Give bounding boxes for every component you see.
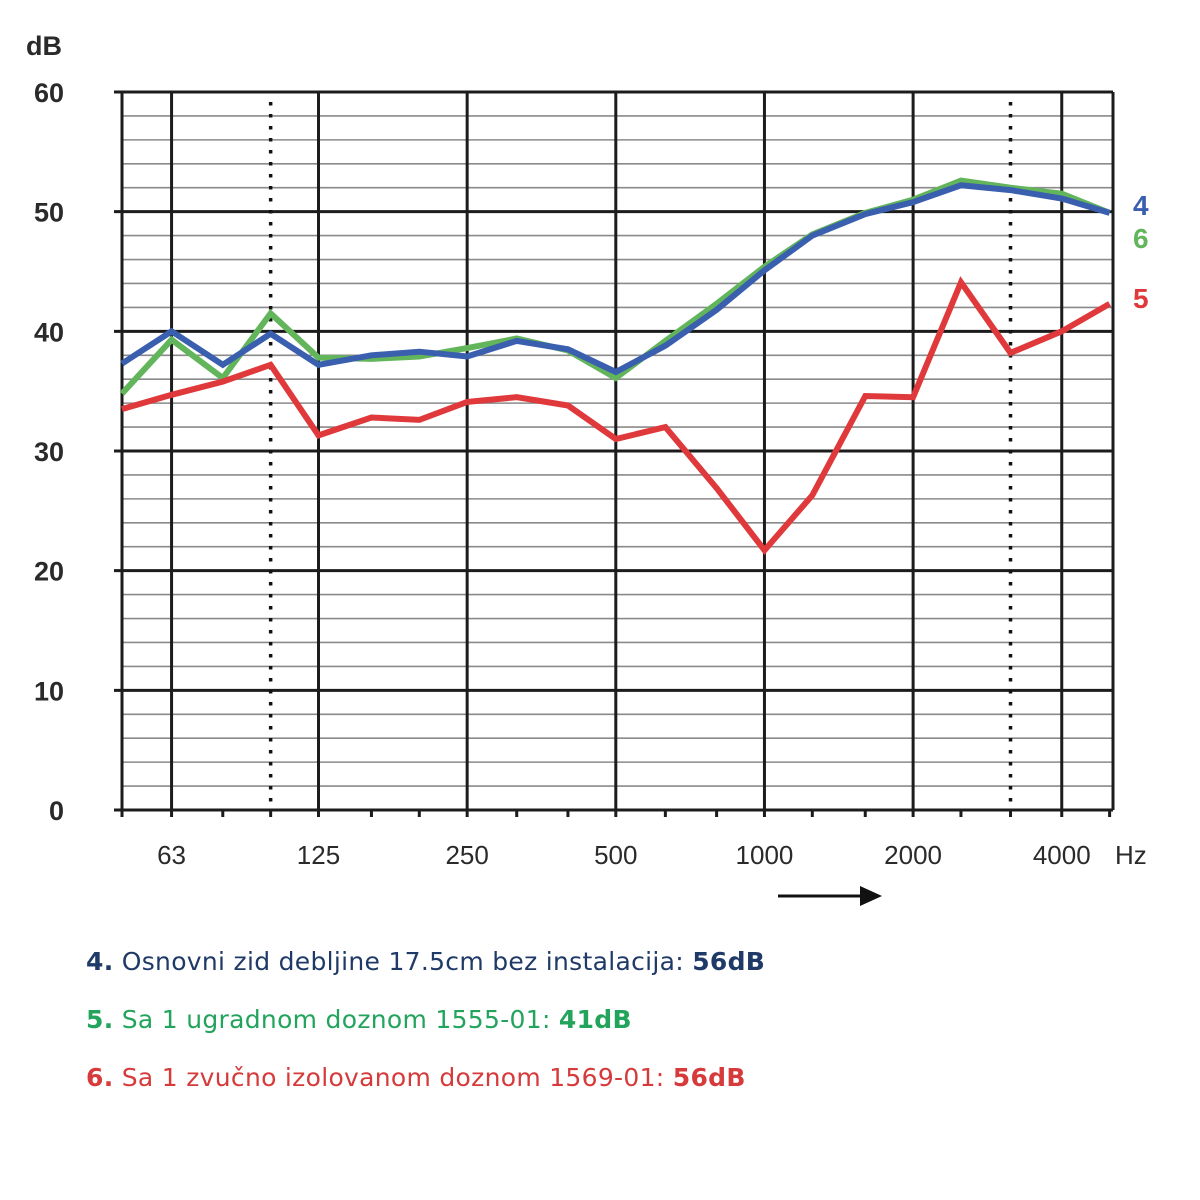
y-tick-label: 10	[34, 676, 64, 706]
x-tick-label: 500	[594, 840, 637, 870]
legend-text: Osnovni zid debljine 17.5cm bez instalac…	[121, 947, 693, 976]
y-tick-label: 40	[34, 317, 64, 347]
vertical-gridlines	[120, 92, 1115, 810]
x-tick-label: 1000	[736, 840, 794, 870]
legend-number: 4.	[86, 947, 114, 976]
legend-text: Sa 1 ugradnom doznom 1555-01:	[121, 1005, 559, 1034]
legend: 4. Osnovni zid debljine 17.5cm bez insta…	[86, 940, 765, 1114]
series-tag-4: 4	[1133, 190, 1149, 221]
series-tag-5: 5	[1133, 283, 1149, 314]
legend-text: Sa 1 zvučno izolovanom doznom 1569-01:	[121, 1063, 673, 1092]
x-tick-labels: 63 125 250 500 1000 2000 4000	[157, 840, 1091, 870]
x-axis-unit-label: Hz	[1115, 840, 1147, 870]
y-tick-label: 50	[34, 198, 64, 228]
x-tick-label: 2000	[884, 840, 942, 870]
y-tick-labels: 0 10 20 30 40 50 60	[34, 78, 64, 826]
axis-ticks	[120, 810, 1112, 817]
y-axis-unit-label: dB	[26, 31, 62, 61]
series-end-tags: 46 5	[1133, 190, 1149, 314]
legend-number: 5.	[86, 1005, 114, 1034]
legend-value: 41dB	[558, 1005, 632, 1034]
x-tick-label: 4000	[1033, 840, 1091, 870]
y-tick-label: 20	[34, 557, 64, 587]
x-tick-label: 250	[445, 840, 488, 870]
x-tick-label: 63	[157, 840, 186, 870]
series-tag-6: 6	[1133, 223, 1149, 254]
sound-insulation-chart: dB 0 10 20 30 40 50 60 63 125 250 500 1000 2000 4000…	[26, 31, 1149, 906]
y-tick-label: 30	[34, 437, 64, 467]
series-lines	[119, 177, 1112, 556]
y-tick-label: 0	[49, 796, 64, 826]
major-gridlines	[114, 90, 1113, 812]
frequency-arrow-icon	[778, 886, 882, 906]
legend-number: 6.	[86, 1063, 114, 1092]
legend-item-4: 4. Osnovni zid debljine 17.5cm bez insta…	[86, 940, 765, 998]
minor-gridlines	[122, 115, 1113, 787]
legend-value: 56dB	[692, 947, 766, 976]
legend-item-5: 5. Sa 1 ugradnom doznom 1555-01: 41dB	[86, 998, 765, 1056]
y-tick-label: 60	[34, 78, 64, 108]
legend-value: 56dB	[672, 1063, 746, 1092]
x-tick-label: 125	[297, 840, 340, 870]
legend-item-6: 6. Sa 1 zvučno izolovanom doznom 1569-01…	[86, 1056, 765, 1114]
